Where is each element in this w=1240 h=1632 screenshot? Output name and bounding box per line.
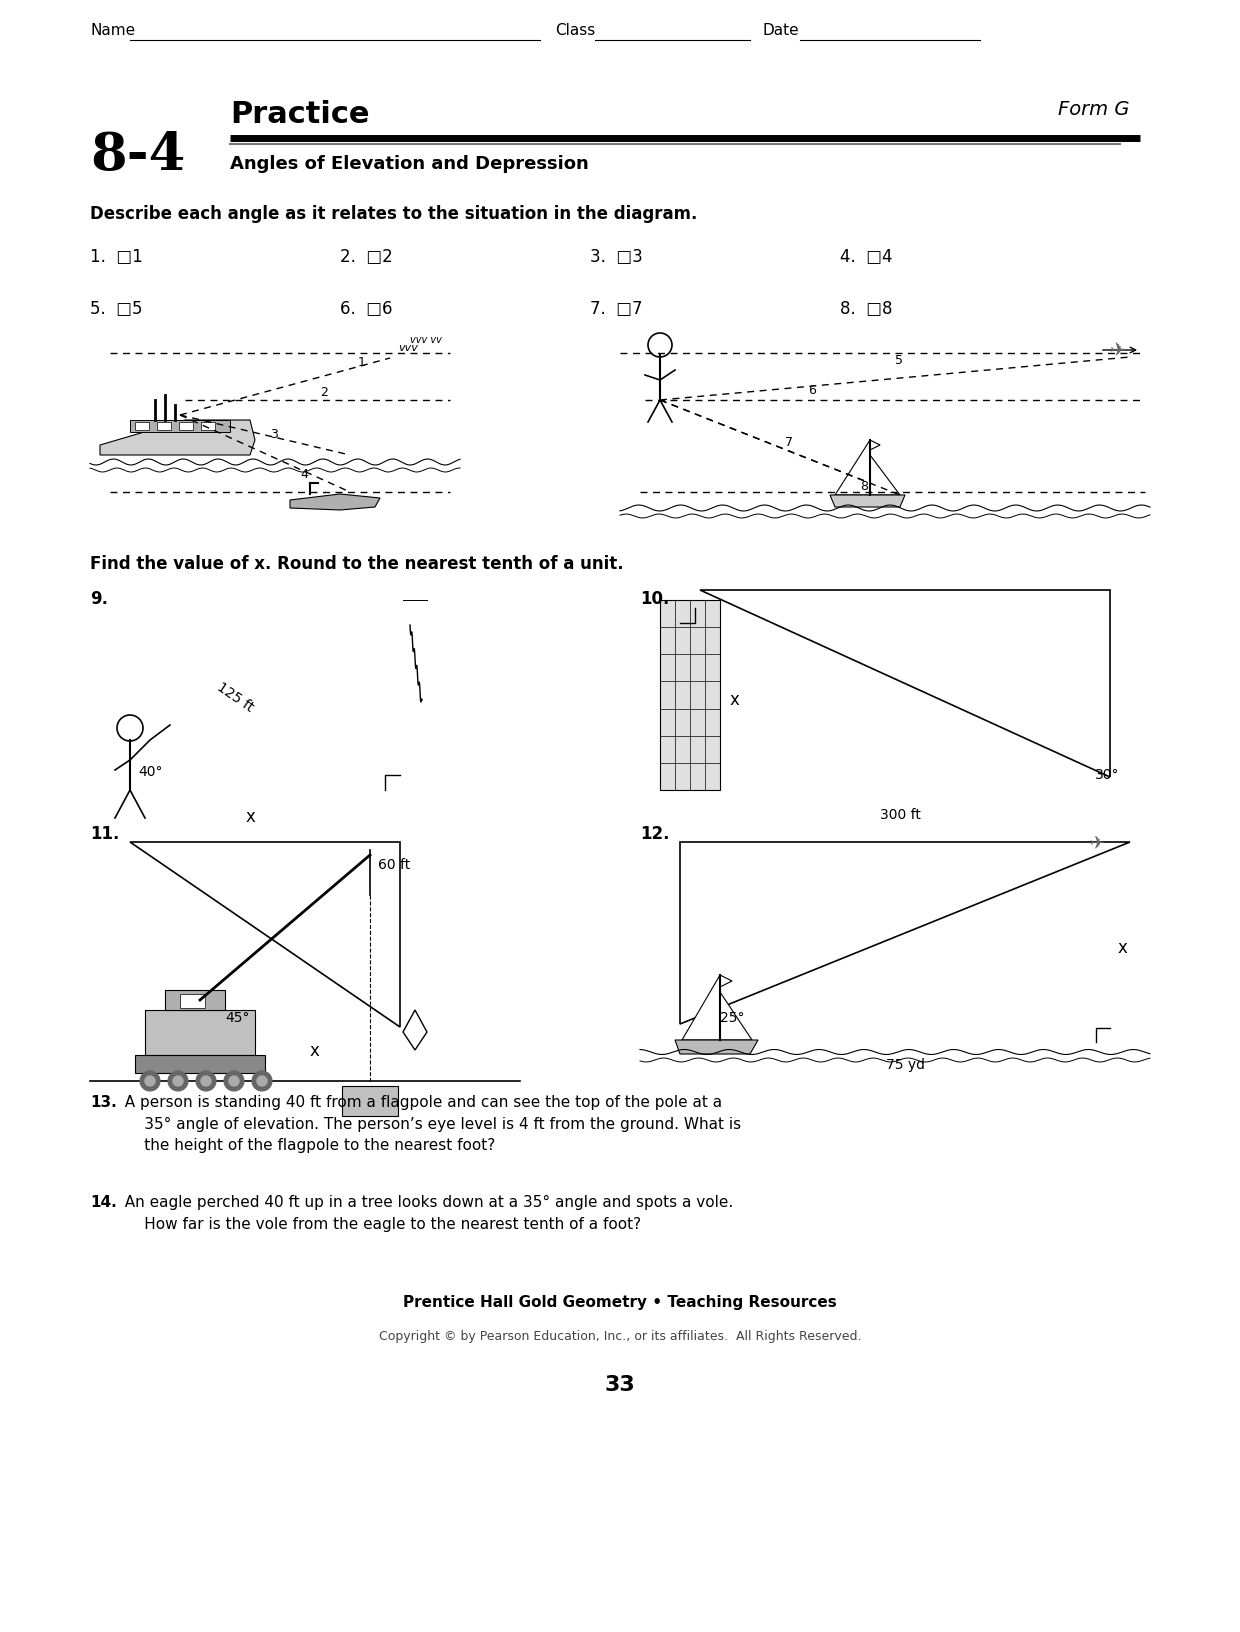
Text: 12.: 12.	[640, 826, 670, 844]
Text: 60 ft: 60 ft	[378, 858, 410, 871]
Bar	[179, 423, 193, 429]
Text: 1.  □1: 1. □1	[91, 248, 143, 266]
Text: 5: 5	[895, 354, 903, 367]
Text: 45°: 45°	[224, 1010, 249, 1025]
Polygon shape	[870, 455, 900, 494]
Text: 75 yd: 75 yd	[885, 1058, 925, 1072]
Circle shape	[196, 1071, 216, 1092]
Circle shape	[252, 1071, 272, 1092]
Circle shape	[257, 1075, 267, 1085]
Text: Find the value of x. Round to the nearest tenth of a unit.: Find the value of x. Round to the neares…	[91, 555, 624, 573]
Text: 3: 3	[270, 429, 278, 442]
Text: ✈: ✈	[1090, 836, 1106, 854]
Circle shape	[145, 1075, 155, 1085]
Bar	[130, 419, 229, 432]
Text: vvv vv: vvv vv	[410, 335, 441, 344]
Text: 9.: 9.	[91, 591, 108, 609]
Text: 14.: 14.	[91, 1195, 117, 1209]
Text: 8: 8	[861, 480, 868, 493]
Text: 4.  □4: 4. □4	[839, 248, 893, 266]
Bar	[660, 601, 720, 790]
Text: 30°: 30°	[1095, 769, 1120, 782]
Text: Name: Name	[91, 23, 135, 38]
Polygon shape	[290, 494, 379, 509]
Text: 7.  □7: 7. □7	[590, 300, 642, 318]
Text: 6: 6	[808, 384, 816, 397]
Polygon shape	[720, 992, 751, 1040]
Text: Form G: Form G	[1059, 100, 1130, 119]
Text: 2: 2	[320, 387, 327, 400]
Circle shape	[201, 1075, 211, 1085]
Polygon shape	[835, 441, 870, 494]
Text: 125 ft: 125 ft	[215, 681, 255, 715]
Text: 11.: 11.	[91, 826, 119, 844]
Text: An eagle perched 40 ft up in a tree looks down at a 35° angle and spots a vole.
: An eagle perched 40 ft up in a tree look…	[115, 1195, 733, 1232]
Circle shape	[174, 1075, 184, 1085]
Circle shape	[167, 1071, 188, 1092]
Bar	[180, 994, 205, 1009]
Text: 7: 7	[785, 436, 794, 449]
Polygon shape	[675, 1040, 758, 1054]
Text: 6.  □6: 6. □6	[340, 300, 393, 318]
Text: 13.: 13.	[91, 1095, 117, 1110]
Text: ✈: ✈	[1110, 341, 1126, 359]
Circle shape	[224, 1071, 244, 1092]
Text: x: x	[246, 808, 255, 826]
Bar	[165, 991, 224, 1010]
Text: Prentice Hall Gold Geometry • Teaching Resources: Prentice Hall Gold Geometry • Teaching R…	[403, 1296, 837, 1310]
Text: Angles of Elevation and Depression: Angles of Elevation and Depression	[229, 155, 589, 173]
Text: 2.  □2: 2. □2	[340, 248, 393, 266]
Text: A person is standing 40 ft from a flagpole and can see the top of the pole at a
: A person is standing 40 ft from a flagpo…	[115, 1095, 742, 1154]
Text: 33: 33	[605, 1376, 635, 1395]
Text: x: x	[730, 690, 740, 708]
Polygon shape	[100, 419, 255, 455]
Bar	[145, 1010, 255, 1054]
Bar	[135, 1054, 265, 1072]
Circle shape	[229, 1075, 239, 1085]
Text: Describe each angle as it relates to the situation in the diagram.: Describe each angle as it relates to the…	[91, 206, 697, 224]
Bar	[201, 423, 215, 429]
Text: vvv: vvv	[398, 343, 418, 353]
Text: 8.  □8: 8. □8	[839, 300, 893, 318]
Text: 4: 4	[300, 468, 308, 481]
Bar	[342, 1085, 398, 1116]
Polygon shape	[830, 494, 905, 508]
Text: Practice: Practice	[229, 100, 370, 129]
Text: 40°: 40°	[138, 765, 162, 778]
Text: 3.  □3: 3. □3	[590, 248, 642, 266]
Text: 10.: 10.	[640, 591, 670, 609]
Text: Copyright © by Pearson Education, Inc., or its affiliates.  All Rights Reserved.: Copyright © by Pearson Education, Inc., …	[378, 1330, 862, 1343]
Bar	[135, 423, 149, 429]
Text: x: x	[1118, 938, 1128, 956]
Text: 25°: 25°	[720, 1010, 744, 1025]
Polygon shape	[682, 974, 720, 1040]
Text: Date: Date	[763, 23, 799, 38]
Text: x: x	[310, 1041, 320, 1061]
Text: 8-4: 8-4	[91, 131, 185, 181]
Text: Class: Class	[556, 23, 595, 38]
Circle shape	[140, 1071, 160, 1092]
Text: 5.  □5: 5. □5	[91, 300, 143, 318]
Text: 300 ft: 300 ft	[879, 808, 920, 823]
Bar	[157, 423, 171, 429]
Text: 1: 1	[358, 356, 366, 369]
